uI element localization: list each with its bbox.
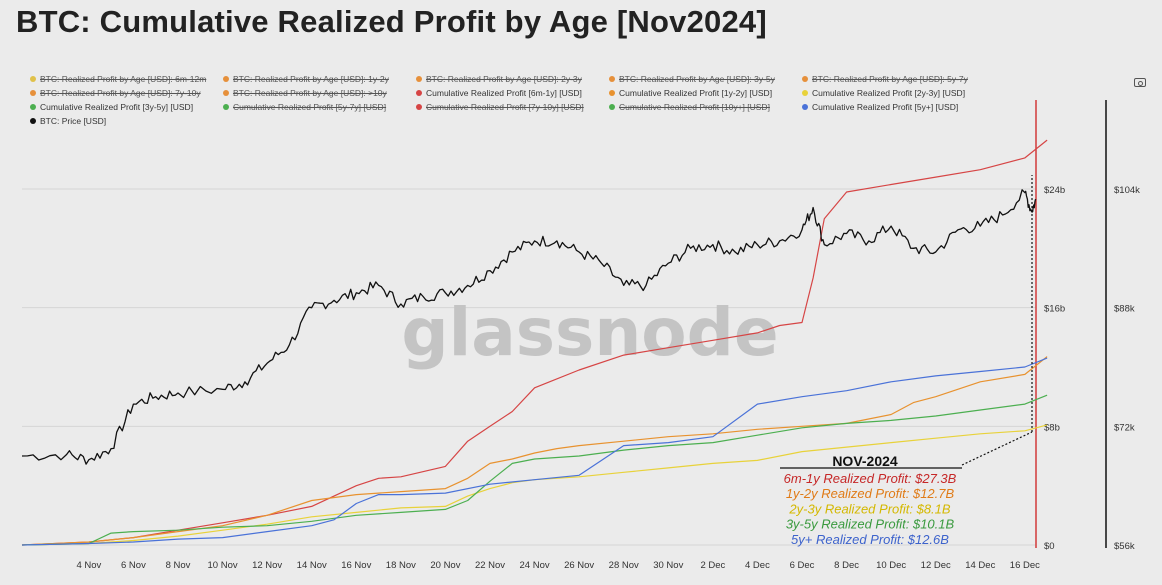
legend-label: Cumulative Realized Profit [5y+] [USD]: [812, 102, 959, 112]
legend-item[interactable]: BTC: Realized Profit by Age [USD]: 6m-12…: [30, 74, 206, 84]
legend-label: BTC: Realized Profit by Age [USD]: 1y-2y: [233, 74, 389, 84]
legend-label: BTC: Realized Profit by Age [USD]: 6m-12…: [40, 74, 207, 84]
legend-marker: [609, 104, 615, 110]
series-line-5: [21, 189, 1037, 465]
legend-marker: [223, 90, 229, 96]
legend-label: Cumulative Realized Profit [3y-5y] [USD]: [40, 102, 194, 112]
legend-item[interactable]: Cumulative Realized Profit [1y-2y] [USD]: [609, 88, 772, 98]
legend-label: Cumulative Realized Profit [10y+] [USD]: [619, 102, 770, 112]
y-left-tick-label: $0: [1044, 541, 1055, 552]
x-tick-label: 4 Nov: [76, 560, 101, 571]
x-tick-label: 28 Nov: [609, 560, 639, 571]
legend-marker: [416, 76, 422, 82]
legend-item[interactable]: Cumulative Realized Profit [2y-3y] [USD]: [802, 88, 965, 98]
legend-item[interactable]: BTC: Realized Profit by Age [USD]: >10y: [223, 88, 387, 98]
legend-item[interactable]: BTC: Realized Profit by Age [USD]: 7y-10…: [30, 88, 201, 98]
legend-label: Cumulative Realized Profit [7y-10y] [USD…: [426, 102, 584, 112]
x-tick-label: 22 Nov: [475, 560, 505, 571]
legend-marker: [223, 104, 229, 110]
legend-label: BTC: Price [USD]: [40, 116, 107, 126]
y-right-tick-label: $56k: [1114, 541, 1135, 552]
x-tick-label: 18 Nov: [386, 560, 416, 571]
x-tick-label: 16 Dec: [1010, 560, 1040, 571]
x-tick-label: 2 Dec: [700, 560, 725, 571]
legend-item[interactable]: BTC: Realized Profit by Age [USD]: 1y-2y: [223, 74, 389, 84]
annotation-line: 6m-1y Realized Profit: $27.3B: [784, 471, 957, 486]
series-line-3: [21, 394, 1048, 546]
legend-item[interactable]: BTC: Price [USD]: [30, 116, 106, 126]
legend-item[interactable]: BTC: Realized Profit by Age [USD]: 3y-5y: [609, 74, 775, 84]
legend-marker: [802, 90, 808, 96]
legend-label: Cumulative Realized Profit [6m-1y] [USD]: [426, 88, 582, 98]
annotation-line: 3y-5y Realized Profit: $10.1B: [786, 517, 955, 532]
x-tick-label: 26 Nov: [564, 560, 594, 571]
legend-label: BTC: Realized Profit by Age [USD]: 3y-5y: [619, 74, 775, 84]
annotation-title: NOV-2024: [832, 453, 898, 469]
x-tick-label: 12 Dec: [921, 560, 951, 571]
legend-marker: [802, 76, 808, 82]
x-tick-label: 10 Nov: [208, 560, 238, 571]
legend-marker: [609, 90, 615, 96]
legend-label: BTC: Realized Profit by Age [USD]: 2y-3y: [426, 74, 582, 84]
annotation-line: 5y+ Realized Profit: $12.6B: [791, 532, 949, 547]
annotation-connector: [961, 431, 1033, 466]
x-tick-label: 30 Nov: [653, 560, 683, 571]
x-tick-label: 6 Dec: [790, 560, 815, 571]
watermark: glassnode: [401, 294, 778, 371]
legend-marker: [223, 76, 229, 82]
legend-marker: [416, 104, 422, 110]
legend-marker: [30, 76, 36, 82]
legend-marker: [30, 104, 36, 110]
y-right-tick-label: $104k: [1114, 185, 1140, 196]
x-tick-label: 4 Dec: [745, 560, 770, 571]
y-right-tick-label: $88k: [1114, 304, 1135, 315]
legend-marker: [30, 118, 36, 124]
legend-item[interactable]: BTC: Realized Profit by Age [USD]: 2y-3y: [416, 74, 582, 84]
legend-marker: [30, 90, 36, 96]
series-line-1: [21, 356, 1048, 546]
y-left-tick-label: $16b: [1044, 304, 1065, 315]
camera-icon[interactable]: [1134, 78, 1146, 87]
annotation-line: 2y-3y Realized Profit: $8.1B: [788, 501, 950, 516]
chart-title: BTC: Cumulative Realized Profit by Age […: [16, 4, 767, 39]
legend-item[interactable]: BTC: Realized Profit by Age [USD]: 5y-7y: [802, 74, 968, 84]
legend-item[interactable]: Cumulative Realized Profit [5y-7y] [USD]: [223, 102, 386, 112]
legend-label: Cumulative Realized Profit [2y-3y] [USD]: [812, 88, 966, 98]
legend-item[interactable]: Cumulative Realized Profit [7y-10y] [USD…: [416, 102, 584, 112]
legend-marker: [609, 76, 615, 82]
legend-label: BTC: Realized Profit by Age [USD]: 5y-7y: [812, 74, 968, 84]
annotation-line: 1y-2y Realized Profit: $12.7B: [786, 486, 955, 501]
y-left-tick-label: $8b: [1044, 422, 1060, 433]
x-tick-label: 6 Nov: [121, 560, 146, 571]
legend-label: Cumulative Realized Profit [1y-2y] [USD]: [619, 88, 773, 98]
legend-label: BTC: Realized Profit by Age [USD]: >10y: [233, 88, 387, 98]
legend-label: Cumulative Realized Profit [5y-7y] [USD]: [233, 102, 387, 112]
x-tick-label: 12 Nov: [252, 560, 282, 571]
legend-marker: [416, 90, 422, 96]
legend-label: BTC: Realized Profit by Age [USD]: 7y-10…: [40, 88, 201, 98]
x-tick-label: 20 Nov: [430, 560, 460, 571]
legend-item[interactable]: Cumulative Realized Profit [5y+] [USD]: [802, 102, 958, 112]
x-tick-label: 16 Nov: [341, 560, 371, 571]
series-line-4: [21, 357, 1048, 546]
x-tick-label: 24 Nov: [520, 560, 550, 571]
y-right-tick-label: $72k: [1114, 422, 1135, 433]
x-tick-label: 14 Nov: [297, 560, 327, 571]
x-tick-label: 10 Dec: [876, 560, 906, 571]
legend-marker: [802, 104, 808, 110]
y-left-tick-label: $24b: [1044, 185, 1065, 196]
x-tick-label: 8 Nov: [166, 560, 191, 571]
legend-item[interactable]: Cumulative Realized Profit [6m-1y] [USD]: [416, 88, 582, 98]
x-tick-label: 8 Dec: [834, 560, 859, 571]
legend-item[interactable]: Cumulative Realized Profit [10y+] [USD]: [609, 102, 770, 112]
x-tick-label: 14 Dec: [965, 560, 995, 571]
legend-item[interactable]: Cumulative Realized Profit [3y-5y] [USD]: [30, 102, 193, 112]
